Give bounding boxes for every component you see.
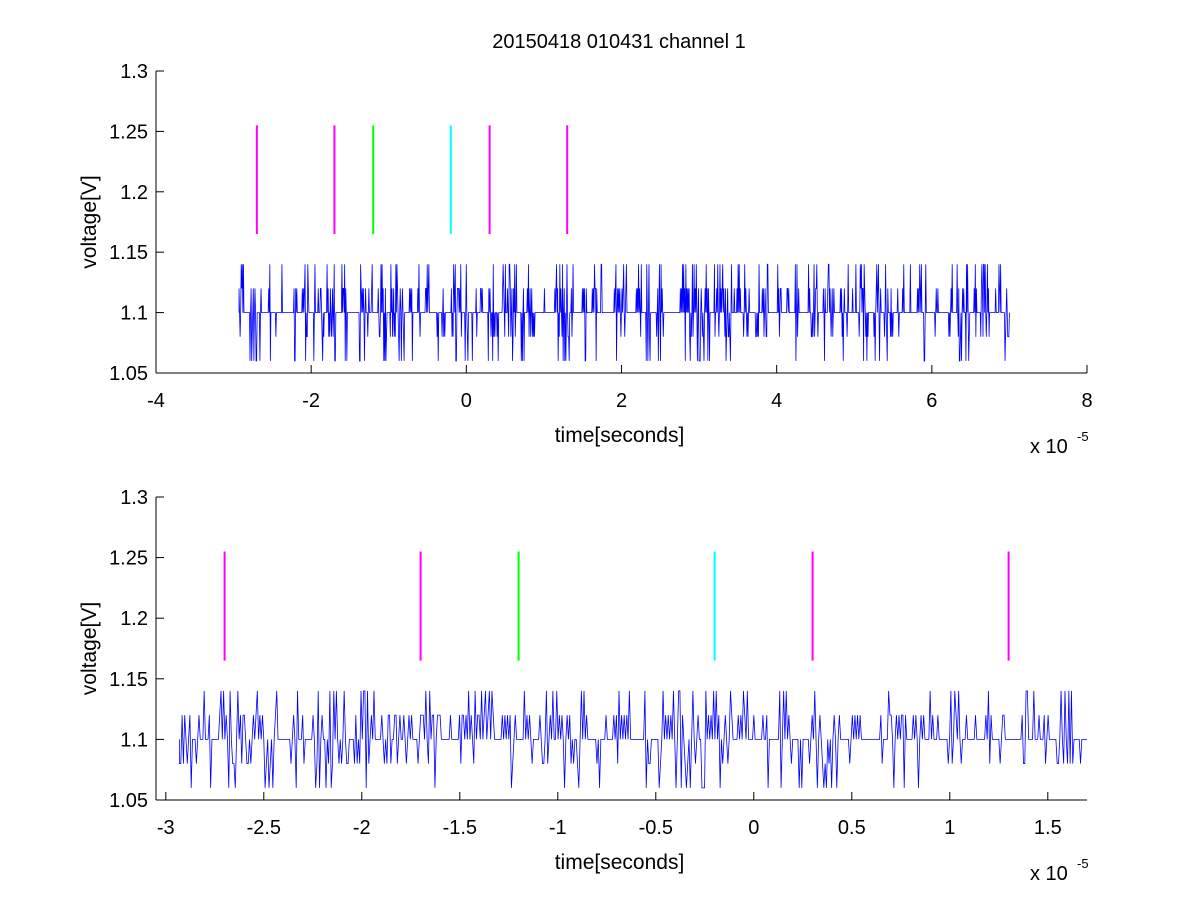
x-tick-label: 0 — [461, 390, 472, 412]
x-tick-label: 8 — [1081, 390, 1092, 412]
y-tick-label: 1.1 — [120, 729, 148, 751]
x-tick-label: -2.5 — [247, 817, 281, 839]
x-tick-label: -1 — [549, 817, 567, 839]
top-axes: 1.05 1.1 1.15 1.2 1.25 1.3 -4 -2 0 2 4 6 8 time[secon… — [78, 61, 1093, 458]
x-tick-label: 1 — [944, 817, 955, 839]
x-multiplier-label: x 10 — [1030, 436, 1068, 458]
signal-trace — [179, 690, 1087, 789]
y-tick-label: 1.05 — [109, 363, 148, 385]
x-multiplier-exponent: -5 — [1077, 429, 1089, 444]
x-axis-label: time[seconds] — [555, 851, 685, 874]
y-tick-label: 1.1 — [120, 303, 148, 325]
y-axis-label: voltage[V] — [78, 602, 101, 695]
x-tick-label: -0.5 — [639, 817, 673, 839]
x-multiplier-exponent: -5 — [1077, 856, 1089, 871]
x-tick-label: -1.5 — [443, 817, 477, 839]
y-tick-label: 1.05 — [109, 790, 148, 812]
x-tick-label: -4 — [147, 390, 165, 412]
y-tick-label: 1.25 — [109, 121, 148, 143]
x-tick-label: -2 — [353, 817, 371, 839]
y-tick-label: 1.15 — [109, 242, 148, 264]
x-tick-label: 4 — [771, 390, 782, 412]
y-tick-label: 1.2 — [120, 608, 148, 630]
x-tick-label: 6 — [926, 390, 937, 412]
x-tick-label: 2 — [616, 390, 627, 412]
y-tick-label: 1.25 — [109, 548, 148, 570]
x-tick-label: 1.5 — [1034, 817, 1062, 839]
x-tick-label: 0 — [748, 817, 759, 839]
x-multiplier-label: x 10 — [1030, 863, 1068, 885]
x-tick-label: -3 — [157, 817, 175, 839]
y-tick-label: 1.2 — [120, 182, 148, 204]
y-tick-label: 1.15 — [109, 669, 148, 691]
bottom-axes: 1.05 1.1 1.15 1.2 1.25 1.3 -3 -2.5 -2 -1.5 -1 -0.5 0… — [78, 487, 1089, 885]
figure-title: 20150418 010431 channel 1 — [492, 31, 746, 53]
y-axis-label: voltage[V] — [78, 175, 101, 268]
signal-trace — [238, 263, 1010, 362]
x-axis-label: time[seconds] — [555, 424, 685, 447]
x-tick-label: 0.5 — [838, 817, 866, 839]
x-tick-label: -2 — [302, 390, 320, 412]
y-tick-label: 1.3 — [120, 61, 148, 83]
y-tick-label: 1.3 — [120, 487, 148, 509]
